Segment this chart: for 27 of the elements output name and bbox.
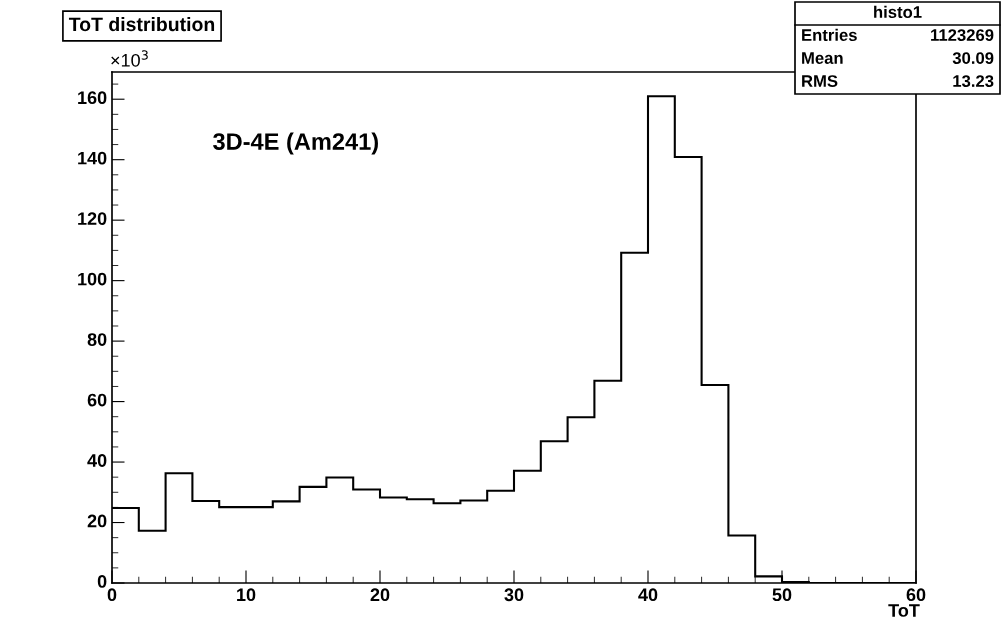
- text: 30.09: [952, 52, 994, 64]
- text: Entries: [802, 28, 857, 41]
- text: Mean: [802, 52, 843, 64]
- y-axis-title: ×10$^{3}$: [111, 50, 148, 67]
- y-tick-label: 140: [78, 151, 107, 165]
- y-tick-label: 40: [87, 454, 107, 467]
- y-tick-label: 0: [97, 575, 107, 588]
- text: 1123269: [931, 29, 994, 41]
- annotation: 3D-4E (Am241): [213, 132, 378, 155]
- y-tick-label: 80: [87, 333, 107, 346]
- y-tick-label: 120: [78, 212, 107, 226]
- x-tick-label: 50: [772, 588, 792, 602]
- chart-title: ToT distribution: [68, 16, 215, 32]
- y-tick-label: 20: [87, 514, 107, 528]
- x-tick-label: 60: [906, 588, 926, 602]
- x-tick-label: 30: [504, 588, 524, 602]
- x-tick-label: 20: [370, 588, 390, 602]
- y-tick-label: 160: [78, 91, 107, 105]
- x-tick-label: 10: [237, 588, 256, 602]
- x-tick-label: 0: [107, 588, 117, 602]
- text: histo1: [874, 5, 922, 18]
- annotation: RMS: [802, 75, 838, 87]
- y-tick-label: 100: [78, 272, 107, 286]
- x-axis-title: ToT: [888, 604, 920, 617]
- y-tick-label: 60: [87, 393, 107, 407]
- x-tick-label: 40: [638, 588, 658, 602]
- text: 13.23: [953, 75, 994, 87]
